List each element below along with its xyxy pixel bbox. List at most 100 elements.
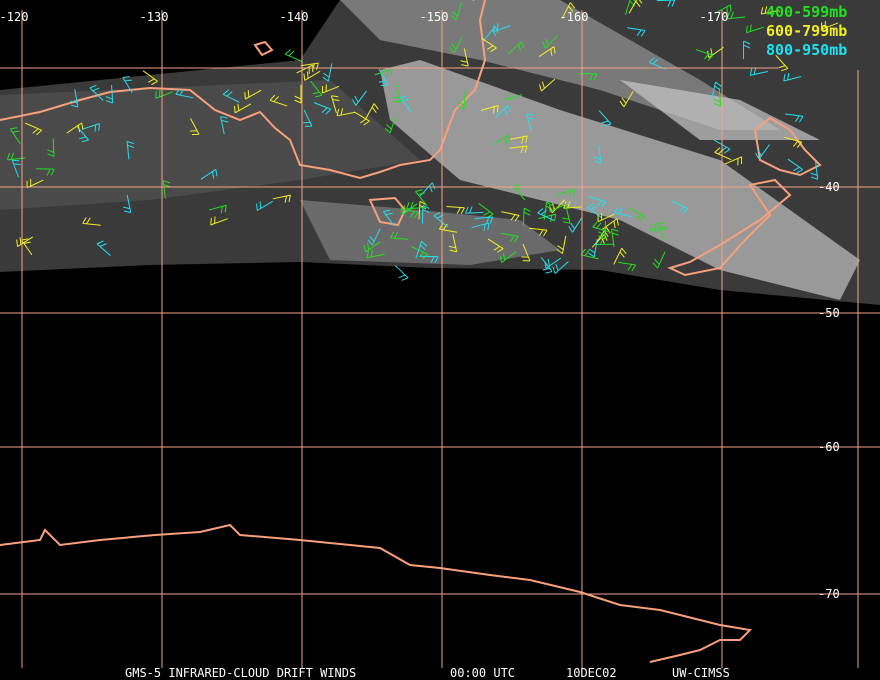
wind-barb <box>587 203 603 219</box>
wind-barb <box>525 113 535 132</box>
wind-barb <box>244 89 262 100</box>
wind-barb <box>16 236 34 247</box>
wind-barb <box>363 241 381 253</box>
longitude-label: -150 <box>420 10 449 24</box>
wind-barb <box>446 205 465 215</box>
wind-barb <box>538 46 556 57</box>
wind-barb <box>481 37 497 53</box>
wind-barb <box>474 216 494 225</box>
wind-barb <box>538 213 557 223</box>
footer-text: 00:00 UTC <box>450 666 515 680</box>
wind-barb <box>724 156 743 166</box>
wind-barb <box>714 147 732 161</box>
footer-text: GMS-5 INFRARED-CLOUD DRIFT WINDS <box>125 666 356 680</box>
wind-barb <box>820 20 839 30</box>
wind-barb <box>284 49 302 62</box>
wind-barb <box>89 84 104 101</box>
wind-barb <box>557 188 575 198</box>
wind-barb <box>367 228 381 246</box>
wind-barb <box>656 222 666 240</box>
footer-text: 10DEC02 <box>566 666 617 680</box>
wind-barb <box>406 201 425 210</box>
wind-barb <box>162 180 171 199</box>
wind-barb <box>24 122 42 136</box>
wind-barb <box>415 189 428 206</box>
wind-barb <box>465 206 484 214</box>
wind-barb <box>321 84 340 94</box>
wind-barb <box>627 27 646 37</box>
wind-barb <box>256 200 273 211</box>
wind-barb <box>366 250 385 259</box>
latitude-label: -50 <box>818 306 840 320</box>
wind-barb <box>537 207 555 221</box>
wind-barb <box>521 244 531 262</box>
wind-barb <box>695 49 714 61</box>
graticule <box>0 10 880 668</box>
wind-barb <box>743 40 751 60</box>
wind-barb <box>538 78 556 92</box>
longitude-label: -140 <box>280 10 309 24</box>
wind-barb <box>374 68 393 78</box>
wind-barb <box>487 238 504 253</box>
wind-barb <box>82 123 101 132</box>
wind-barb <box>336 108 355 117</box>
longitude-label: -120 <box>0 10 28 24</box>
wind-barb <box>66 122 84 134</box>
wind-barb <box>726 11 746 20</box>
wind-barb <box>512 183 526 201</box>
wind-barb <box>269 94 288 107</box>
wind-barb <box>96 240 111 257</box>
wind-barb <box>448 234 458 253</box>
wind-barb <box>501 211 520 222</box>
wind-barb <box>549 202 567 213</box>
wind-barb <box>322 63 333 82</box>
wind-barb <box>70 89 79 108</box>
wind-barb <box>303 70 321 81</box>
wind-barb <box>619 91 634 108</box>
wind-barb <box>480 104 499 114</box>
wind-barb <box>313 102 332 115</box>
wind-barb <box>175 88 194 99</box>
wind-barb <box>552 261 569 275</box>
wind-barb <box>399 95 412 112</box>
wind-barb <box>783 73 802 82</box>
wind-barb <box>351 90 367 106</box>
latitude-label: -70 <box>818 587 840 601</box>
wind-barb <box>561 2 576 19</box>
wind-barb <box>611 228 619 248</box>
wind-barb <box>364 103 379 120</box>
footer-text: UW-CIMSS <box>672 666 730 680</box>
wind-barb <box>713 87 722 107</box>
wind-barb <box>588 196 607 208</box>
wind-barb <box>745 24 764 34</box>
wind-barb <box>509 145 528 154</box>
wind-barb <box>384 115 397 134</box>
latitude-label: -40 <box>818 180 840 194</box>
wind-barb <box>234 103 252 114</box>
latitude-label: -60 <box>818 440 840 454</box>
wind-barb <box>400 203 418 215</box>
wind-barb <box>784 136 803 148</box>
wind-barb <box>450 2 462 21</box>
wind-barb <box>597 213 615 223</box>
legend-entry: 400-599mb <box>766 3 847 21</box>
wind-barb <box>190 118 200 136</box>
legend-entry: 800-950mb <box>766 41 847 59</box>
wind-barb <box>592 221 611 233</box>
wind-barb <box>420 255 439 264</box>
wind-barb <box>785 113 804 123</box>
wind-barb <box>390 231 409 240</box>
wind-barb <box>421 204 430 224</box>
wind-barb <box>652 251 666 269</box>
wind-barb <box>392 84 402 103</box>
longitude-label: -170 <box>700 10 729 24</box>
legend-entry: 600-799mb <box>766 22 847 40</box>
longitude-label: -130 <box>140 10 169 24</box>
wind-barb <box>9 127 21 145</box>
wind-barb <box>383 209 395 227</box>
wind-barb <box>598 110 612 127</box>
wind-barb <box>544 257 562 269</box>
wind-barb <box>617 261 637 272</box>
wind-barb <box>787 158 803 174</box>
